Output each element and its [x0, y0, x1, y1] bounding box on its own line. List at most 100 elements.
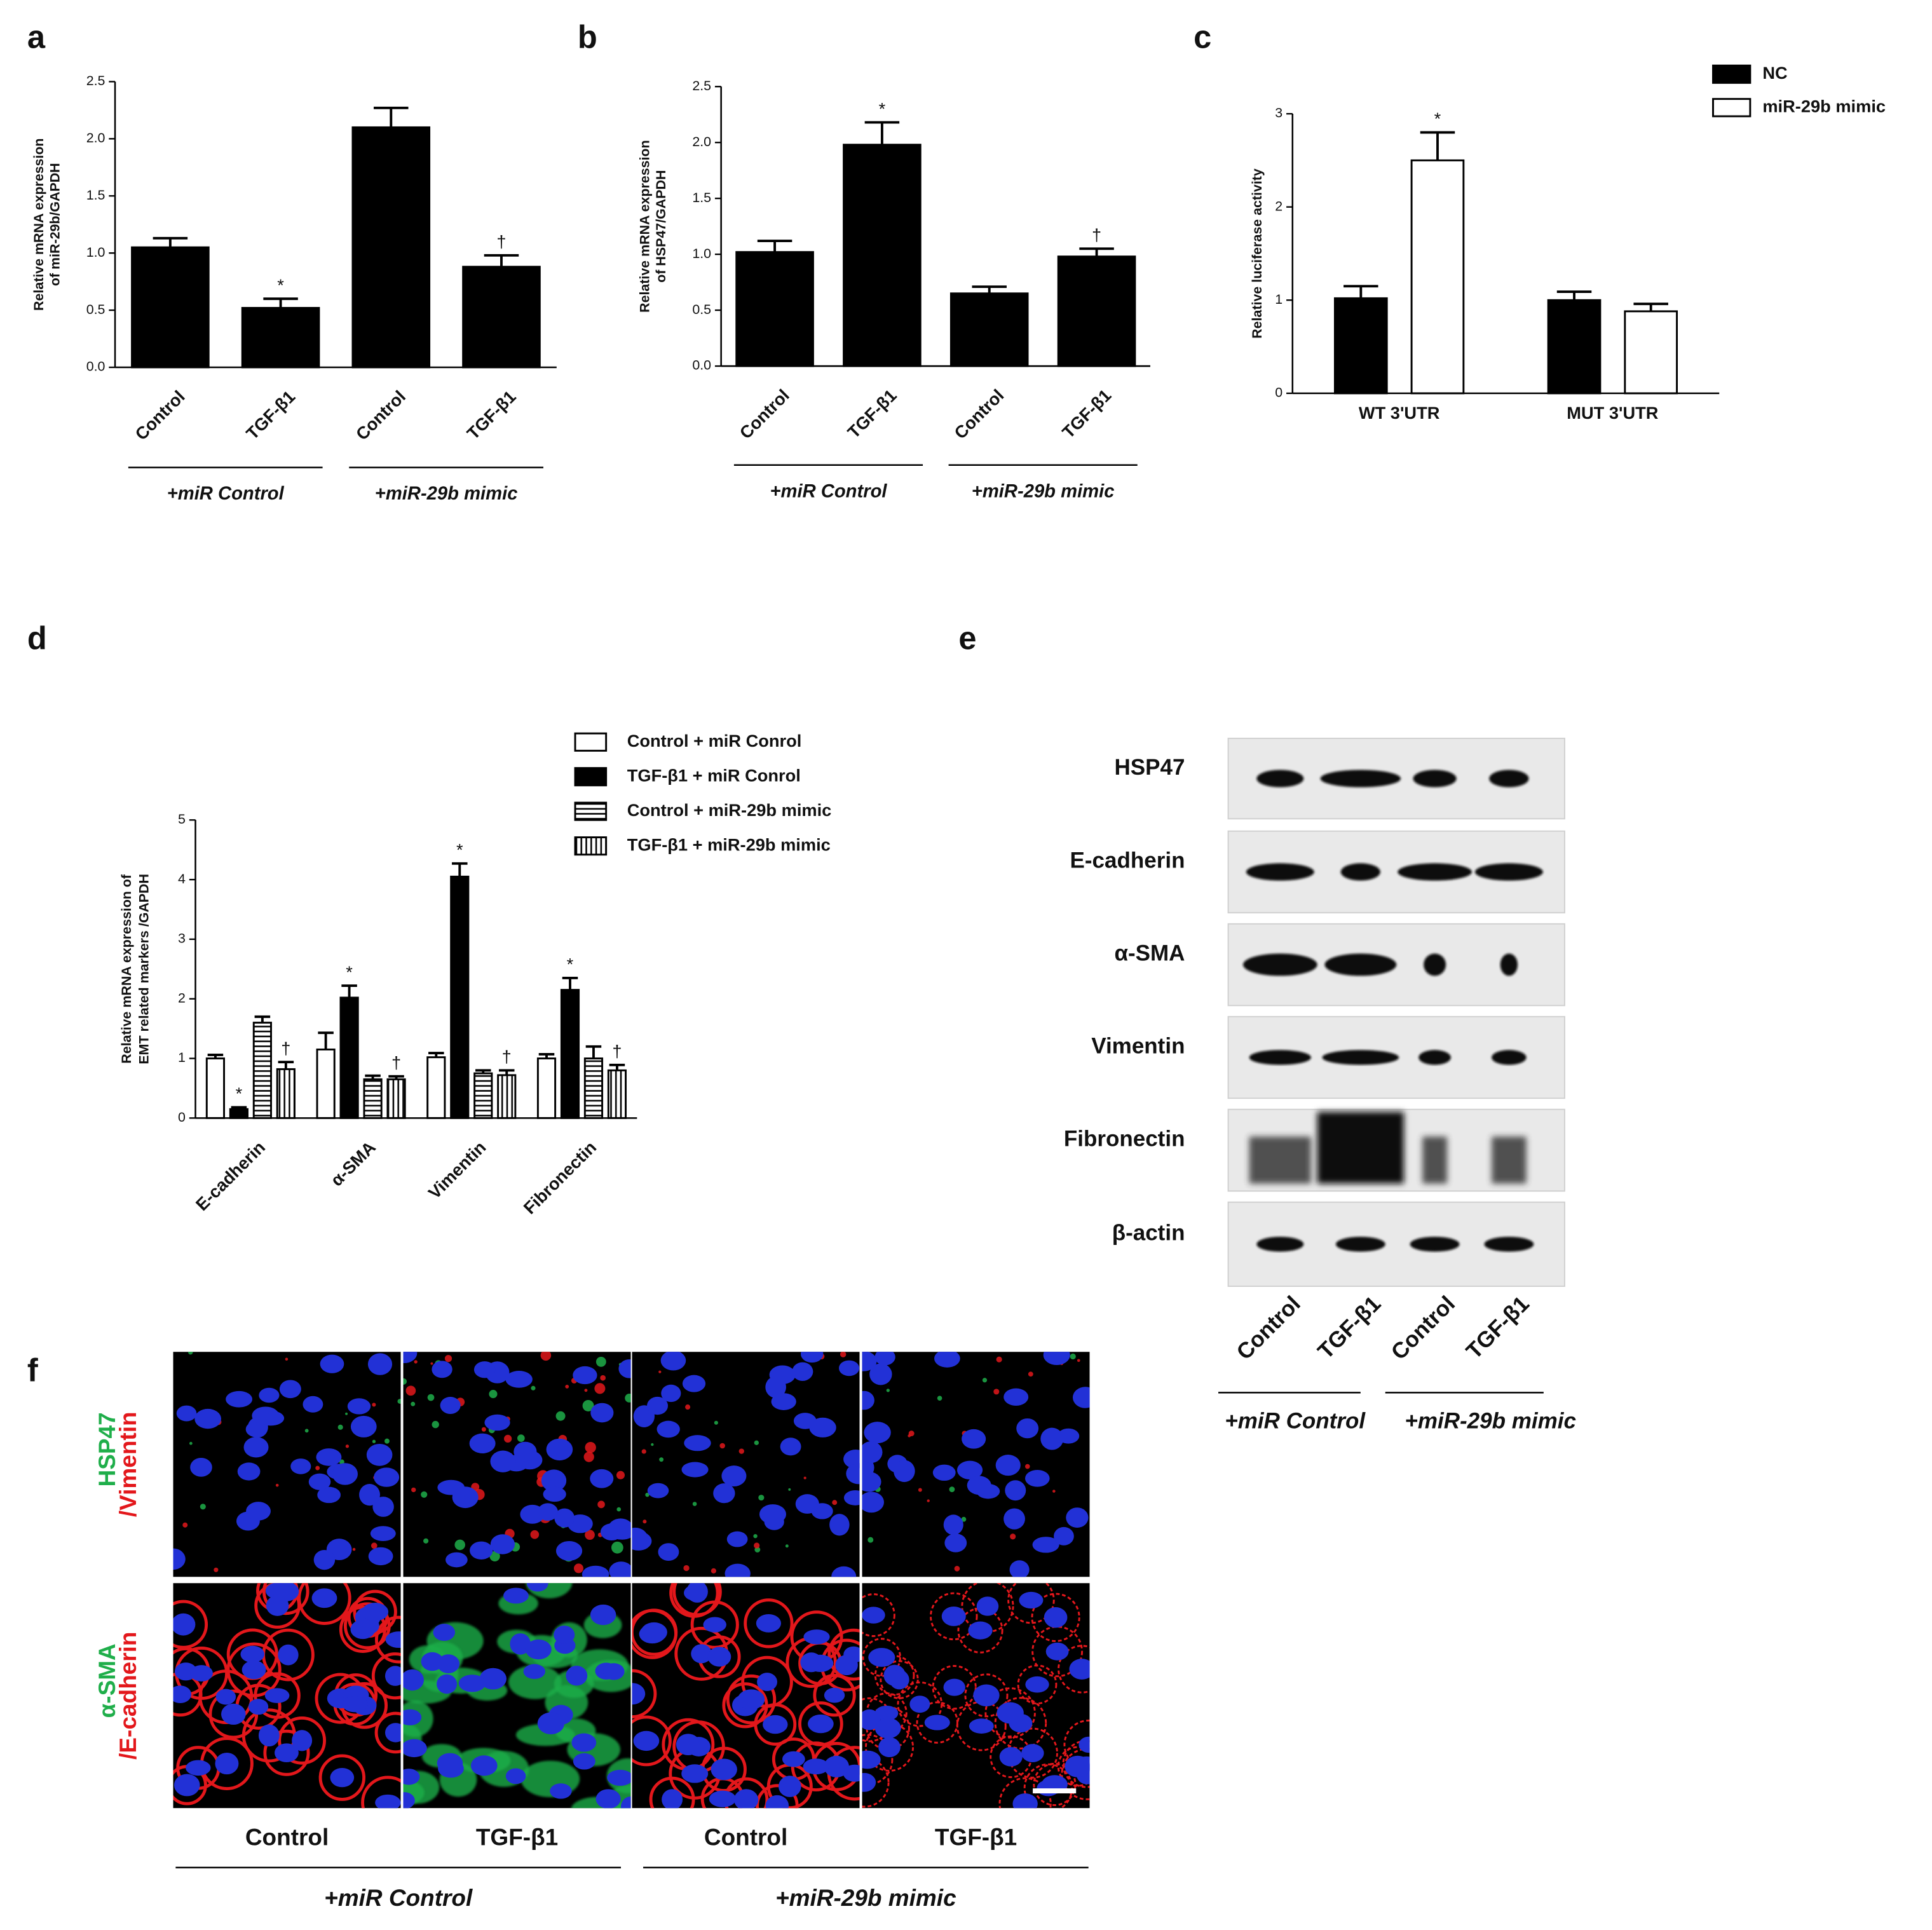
nucleus	[968, 1621, 993, 1640]
nucleus	[1005, 1480, 1026, 1501]
speck	[481, 1427, 486, 1432]
nucleus	[639, 1624, 666, 1644]
nucleus	[1044, 1607, 1068, 1628]
nucleus	[1065, 1755, 1090, 1777]
nucleus	[566, 1666, 588, 1686]
nucleus	[878, 1737, 901, 1758]
bar	[205, 1057, 226, 1119]
y-tick-label: 0.0	[86, 359, 105, 374]
nucleus	[874, 1352, 895, 1366]
y-tick-label: 1	[1275, 292, 1282, 307]
band	[1489, 770, 1529, 787]
nucleus	[278, 1644, 299, 1666]
protein-label: Fibronectin	[1064, 1127, 1185, 1152]
nucleus	[332, 1463, 358, 1485]
micrograph	[632, 1352, 860, 1577]
speck	[565, 1384, 569, 1389]
y-axis-label: of miR-29b/GAPDH	[47, 163, 62, 286]
nucleus	[342, 1696, 368, 1713]
speck	[754, 1440, 759, 1446]
speck	[182, 1522, 188, 1528]
membrane	[263, 1729, 310, 1776]
nucleus	[759, 1504, 787, 1525]
nucleus	[1003, 1508, 1025, 1530]
speck	[189, 1441, 193, 1445]
x-tick-label: TGF-β1	[843, 385, 900, 442]
protein-label: Vimentin	[1091, 1034, 1185, 1059]
nucleus	[824, 1755, 849, 1777]
nucleus	[843, 1764, 860, 1782]
nucleus	[173, 1685, 192, 1704]
membrane	[374, 1711, 401, 1754]
speck	[489, 1390, 498, 1399]
membrane	[756, 1784, 799, 1809]
speck	[503, 1434, 512, 1443]
band	[1335, 1237, 1385, 1252]
significance-mark: *	[567, 955, 574, 974]
nucleus	[173, 1774, 200, 1797]
error-bar	[609, 1063, 625, 1071]
speck	[403, 1378, 407, 1385]
nucleus	[541, 1469, 567, 1492]
speck	[738, 1448, 744, 1454]
nucleus	[554, 1508, 575, 1528]
cytoskeleton	[508, 1665, 562, 1699]
legend-swatch	[574, 836, 608, 856]
nucleus	[403, 1669, 424, 1691]
lane-label: TGF-β1	[1462, 1291, 1534, 1364]
membrane	[1023, 1763, 1073, 1809]
y-tick-label: 5	[178, 812, 186, 827]
speck	[585, 1530, 595, 1540]
speck	[489, 1551, 500, 1561]
nucleus	[362, 1603, 389, 1621]
error-bar	[484, 254, 519, 267]
y-tick-label: 0.5	[86, 302, 105, 317]
y-axis-label: EMT related markers /GAPDH	[136, 874, 151, 1064]
y-tick-label: 0.5	[692, 302, 711, 317]
nucleus	[469, 1433, 496, 1453]
x-tick-label: E-cadherin	[192, 1138, 269, 1214]
bar	[462, 266, 541, 369]
nucleus	[661, 1384, 681, 1403]
legend-label: Control + miR-29b mimic	[627, 800, 832, 820]
nucleus	[889, 1669, 909, 1690]
nucleus	[684, 1435, 711, 1451]
nucleus	[831, 1566, 857, 1577]
error-bar	[498, 1069, 515, 1075]
speck	[372, 1439, 376, 1443]
nucleus	[176, 1405, 197, 1422]
speck	[345, 1444, 350, 1448]
bar	[536, 1057, 557, 1119]
nucleus	[609, 1561, 631, 1577]
speck	[611, 1541, 623, 1554]
membrane	[741, 1655, 793, 1708]
nucleus	[647, 1396, 669, 1415]
nucleus	[909, 1696, 930, 1713]
nucleus	[934, 1352, 960, 1368]
nucleus	[846, 1463, 860, 1485]
nucleus	[682, 1375, 706, 1392]
error-bar	[278, 1061, 294, 1070]
error-bar	[341, 984, 357, 998]
nucleus	[436, 1674, 458, 1694]
speck	[645, 1492, 650, 1497]
nucleus	[862, 1607, 885, 1624]
speck	[753, 1533, 758, 1539]
error-bar	[972, 285, 1007, 294]
nucleus	[347, 1398, 371, 1415]
nucleus	[1012, 1793, 1038, 1809]
membrane	[1007, 1583, 1055, 1624]
speck	[411, 1401, 416, 1406]
error-bar	[318, 1031, 334, 1050]
nucleus	[681, 1764, 709, 1783]
nucleus	[803, 1758, 829, 1775]
speck	[444, 1355, 452, 1363]
band	[1424, 953, 1446, 976]
speck	[372, 1403, 376, 1407]
band-smear	[1249, 1136, 1311, 1184]
speck	[643, 1519, 647, 1524]
error-bar	[1344, 285, 1378, 299]
speck	[517, 1434, 525, 1442]
nucleus	[245, 1421, 268, 1437]
y-tick-label: 3	[1275, 105, 1282, 121]
